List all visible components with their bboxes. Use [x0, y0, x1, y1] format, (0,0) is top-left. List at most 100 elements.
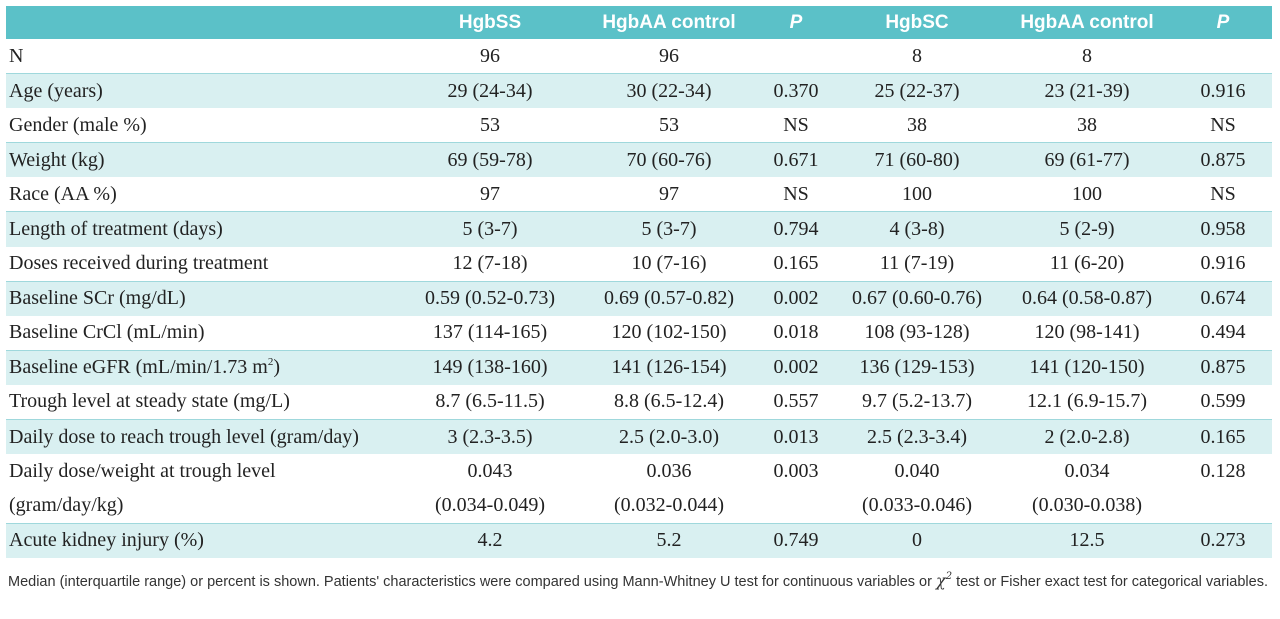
table-row: Baseline eGFR (mL/min/1.73 m2) 149 (138-… — [6, 350, 1272, 385]
cell: 0.674 — [1200, 287, 1246, 310]
table-row: Daily dose/weight at trough level (gram/… — [6, 454, 1272, 524]
cell: 0.557 — [758, 384, 834, 421]
cell: 0.875 — [1200, 148, 1246, 171]
cell: 71 (60-80) — [874, 148, 960, 171]
cell: 53 — [400, 108, 580, 144]
cell: 4.2 — [477, 529, 503, 552]
cell-line-2: (0.033-0.046) — [862, 494, 972, 517]
header-hgbaa-control-2: HgbAA control — [1020, 11, 1154, 33]
cell: 137 (114-165) — [400, 315, 580, 351]
row-label: Weight (kg) — [9, 148, 105, 171]
header-hgbsc: HgbSC — [885, 11, 949, 33]
header-row: HgbSS HgbAA control P HgbSC HgbAA contro… — [6, 6, 1272, 39]
cell: 5.2 — [656, 529, 682, 552]
cell-line-2 — [758, 488, 834, 522]
cell: 5 (3-7) — [462, 218, 518, 241]
cell: 0.165 — [1200, 425, 1246, 448]
row-label: Age (years) — [9, 79, 103, 102]
cell-line-2 — [1174, 488, 1272, 522]
cell: 0.018 — [758, 315, 834, 351]
cell: 96 — [580, 39, 758, 75]
table-footnote: Median (interquartile range) or percent … — [8, 571, 1272, 592]
chi-square-symbol: χ2 — [936, 571, 952, 590]
cell: 0.013 — [773, 425, 819, 448]
cell: 0.875 — [1200, 356, 1246, 379]
row-label: Baseline CrCl (mL/min) — [6, 315, 400, 351]
row-label: Baseline SCr (mg/dL) — [9, 287, 186, 310]
header-p-2: P — [1216, 11, 1230, 33]
row-label-line-2: (gram/day/kg) — [9, 494, 124, 517]
cell-line-1: 0.128 — [1200, 460, 1246, 483]
cell: 0.370 — [773, 79, 819, 102]
table-row: Doses received during treatment 12 (7-18… — [6, 246, 1272, 282]
cell: 69 (61-77) — [1044, 148, 1130, 171]
cell: 3 (2.3-3.5) — [447, 425, 533, 448]
cell: NS — [1174, 177, 1272, 213]
cell: 70 (60-76) — [626, 148, 712, 171]
row-label: Length of treatment (days) — [9, 218, 223, 241]
cell: 53 — [580, 108, 758, 144]
cell: 0.749 — [773, 529, 819, 552]
cell: 100 — [834, 177, 1000, 213]
table-row: Race (AA %) 97 97 NS 100 100 NS — [6, 177, 1272, 213]
cell: 9.7 (5.2-13.7) — [834, 384, 1000, 421]
row-label: Daily dose to reach trough level (gram/d… — [9, 425, 359, 448]
cell: 0.494 — [1174, 315, 1272, 351]
cell: 10 (7-16) — [580, 246, 758, 282]
cell: 12.1 (6.9-15.7) — [1000, 384, 1174, 421]
cell: 2.5 (2.3-3.4) — [867, 425, 967, 448]
table-row: Acute kidney injury (%) 4.2 5.2 0.749 0 … — [6, 523, 1272, 558]
cell: 0.64 (0.58-0.87) — [1022, 287, 1152, 310]
header-p-1: P — [789, 11, 803, 33]
row-label: Doses received during treatment — [6, 246, 400, 282]
cell: 5 (2-9) — [1059, 218, 1115, 241]
chi-superscript: 2 — [945, 571, 953, 582]
cell: NS — [758, 108, 834, 144]
cell: 8 — [834, 39, 1000, 75]
cell: 0.958 — [1200, 218, 1246, 241]
row-label: Acute kidney injury (%) — [9, 529, 204, 552]
cell: 8.8 (6.5-12.4) — [580, 384, 758, 421]
cell: 0.036 (0.032-0.044) — [580, 454, 758, 524]
row-label-end: ) — [273, 356, 281, 379]
row-label: Race (AA %) — [6, 177, 400, 213]
cell: 11 (7-19) — [834, 246, 1000, 282]
table-row: Trough level at steady state (mg/L) 8.7 … — [6, 384, 1272, 421]
footnote-text-2: test or Fisher exact test for categorica… — [952, 574, 1268, 590]
row-label: Trough level at steady state (mg/L) — [6, 384, 400, 421]
cell: 0.128 — [1174, 454, 1272, 524]
data-table: HgbSS HgbAA control P HgbSC HgbAA contro… — [6, 6, 1272, 558]
cell-line-1: 0.043 — [467, 460, 513, 483]
cell: 97 — [580, 177, 758, 213]
cell: 0.599 — [1174, 384, 1272, 421]
cell — [1174, 39, 1272, 75]
cell-line-2: (0.030-0.038) — [1032, 494, 1142, 517]
cell: 108 (93-128) — [834, 315, 1000, 351]
cell: 12 (7-18) — [400, 246, 580, 282]
cell: 0.165 — [758, 246, 834, 282]
cell: 2.5 (2.0-3.0) — [619, 425, 719, 448]
table-row: Baseline SCr (mg/dL) 0.59 (0.52-0.73) 0.… — [6, 281, 1272, 316]
cell: 100 — [1000, 177, 1174, 213]
header-hgbss: HgbSS — [458, 11, 522, 33]
table-row: N 96 96 8 8 — [6, 39, 1272, 75]
cell: 0 — [912, 529, 922, 552]
table-row: Age (years) 29 (24-34) 30 (22-34) 0.370 … — [6, 73, 1272, 109]
cell: 141 (126-154) — [611, 356, 727, 379]
table-row: Baseline CrCl (mL/min) 137 (114-165) 120… — [6, 315, 1272, 351]
row-label-line-1: Daily dose/weight at trough level — [9, 460, 276, 483]
cell: 29 (24-34) — [447, 79, 533, 102]
row-label: Baseline eGFR (mL/min/1.73 m2) — [6, 350, 400, 385]
cell: 0.040 (0.033-0.046) — [834, 454, 1000, 524]
row-label: Gender (male %) — [6, 108, 400, 144]
cell: 120 (98-141) — [1000, 315, 1174, 351]
cell: 30 (22-34) — [626, 79, 712, 102]
cell: 38 — [1000, 108, 1174, 144]
row-label: Daily dose/weight at trough level (gram/… — [6, 454, 400, 524]
cell-line-1: 0.036 — [646, 460, 692, 483]
table-container: HgbSS HgbAA control P HgbSC HgbAA contro… — [6, 6, 1272, 558]
cell: 97 — [400, 177, 580, 213]
cell: 96 — [400, 39, 580, 75]
cell: 38 — [834, 108, 1000, 144]
cell: 0.273 — [1200, 529, 1246, 552]
